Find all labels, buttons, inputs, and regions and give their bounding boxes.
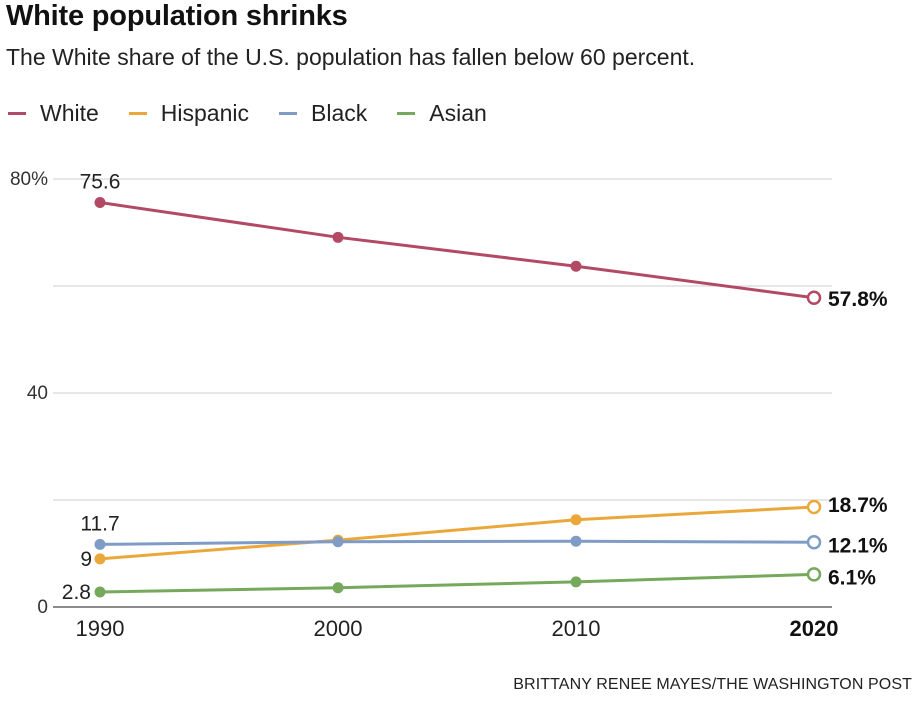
end-label-white: 57.8% <box>828 288 888 311</box>
end-label-hispanic: 18.7% <box>828 494 888 517</box>
x-tick-label-2020: 2020 <box>790 616 839 641</box>
legend-label-asian: Asian <box>429 99 487 126</box>
data-point-hispanic-2010 <box>570 514 582 526</box>
data-point-white-2000 <box>332 231 344 243</box>
grid-lines <box>53 178 832 608</box>
data-point-white-2020 <box>806 290 822 306</box>
legend-item-hispanic: Hispanic <box>128 99 250 127</box>
y-tick-label-80: 80% <box>10 169 48 190</box>
chart-title: White population shrinks <box>6 0 348 32</box>
credit-line: BRITTANY RENEE MAYES/THE WASHINGTON POST <box>513 676 912 693</box>
legend-label-white: White <box>40 99 99 126</box>
start-label-hispanic: 9 <box>80 548 92 571</box>
data-point-white-2010 <box>570 260 582 272</box>
data-point-black-1990 <box>94 538 106 550</box>
legend-label-black: Black <box>311 99 368 126</box>
legend-item-asian: Asian <box>397 100 487 127</box>
x-axis-ticks: 1990 2000 2010 2020 <box>76 616 839 641</box>
series-line-hispanic <box>98 505 816 561</box>
y-tick-label-40: 40 <box>27 383 48 404</box>
data-point-black-2000 <box>332 536 344 548</box>
data-point-hispanic-2020 <box>806 499 822 515</box>
x-tick-label-1990: 1990 <box>76 616 125 641</box>
legend-swatch-black <box>279 111 298 115</box>
legend-swatch-white <box>8 111 26 115</box>
start-label-black: 11.7 <box>80 512 119 535</box>
data-labels: 75.6 57.8% 9 18.7% 11.7 12.1% 2.8 6.1% <box>62 171 888 604</box>
y-tick-label-0: 0 <box>37 597 48 618</box>
series-line-asian <box>98 572 816 594</box>
legend-swatch-hispanic <box>128 111 147 115</box>
end-label-asian: 6.1% <box>828 566 876 589</box>
data-point-asian-2010 <box>570 576 582 588</box>
series-line-black <box>98 539 816 546</box>
start-label-white: 75.6 <box>80 171 121 194</box>
end-label-black: 12.1% <box>828 534 888 557</box>
legend-swatch-asian <box>397 111 416 115</box>
legend-item-black: Black <box>279 100 367 127</box>
data-point-asian-2020 <box>806 567 822 582</box>
data-point-black-2020 <box>806 535 822 550</box>
legend: White Hispanic Black Asian <box>8 98 517 128</box>
legend-label-hispanic: Hispanic <box>160 99 250 126</box>
series-line-white <box>98 201 816 300</box>
data-point-white-1990 <box>94 197 106 209</box>
legend-item-white: White <box>8 100 99 127</box>
x-tick-label-2010: 2010 <box>552 616 601 641</box>
x-tick-label-2000: 2000 <box>314 616 363 641</box>
start-label-asian: 2.8 <box>62 581 91 604</box>
series-lines <box>94 197 822 598</box>
chart-subtitle: The White share of the U.S. population h… <box>6 44 696 70</box>
data-point-asian-2000 <box>332 582 344 594</box>
y-axis-ticks: 0 40 80% <box>10 169 48 618</box>
data-point-asian-1990 <box>94 586 106 598</box>
data-point-hispanic-1990 <box>94 553 106 565</box>
data-point-black-2010 <box>570 535 582 547</box>
